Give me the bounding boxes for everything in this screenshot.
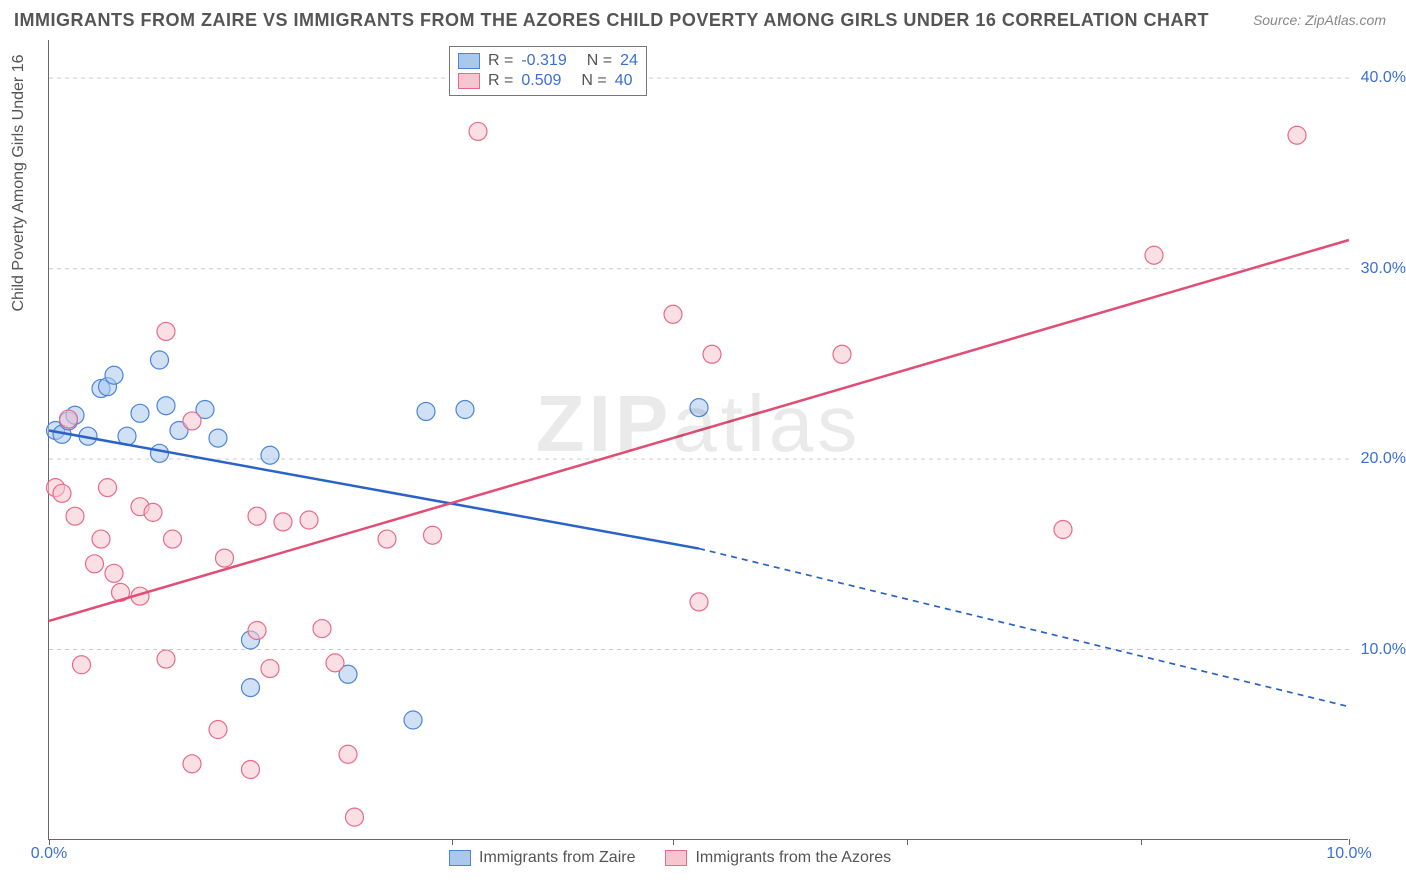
y-tick-label: 10.0% (1361, 641, 1406, 659)
legend-r-value-zaire: -0.319 (521, 52, 566, 70)
legend-n-value-azores: 40 (615, 72, 633, 90)
legend-r-value-azores: 0.509 (521, 72, 561, 90)
chart-title: IMMIGRANTS FROM ZAIRE VS IMMIGRANTS FROM… (14, 10, 1209, 31)
legend-label-zaire: Immigrants from Zaire (479, 849, 635, 867)
x-tick-label: 0.0% (31, 845, 67, 863)
legend-swatch-azores (458, 73, 480, 89)
source-label: Source: ZipAtlas.com (1253, 12, 1386, 28)
chart-svg (49, 40, 1348, 839)
legend-r-label: R = (488, 72, 513, 90)
x-tick-mark (452, 839, 453, 845)
legend-n-label: N = (581, 72, 606, 90)
legend-correlation: R = -0.319 N = 24 R = 0.509 N = 40 (449, 46, 647, 96)
legend-label-azores: Immigrants from the Azores (695, 849, 891, 867)
y-tick-label: 40.0% (1361, 69, 1406, 87)
x-tick-mark (907, 839, 908, 845)
legend-n-value-zaire: 24 (620, 52, 638, 70)
x-tick-mark (673, 839, 674, 845)
legend-item-zaire: Immigrants from Zaire (449, 849, 635, 867)
legend-swatch-icon (449, 850, 471, 866)
legend-swatch-icon (665, 850, 687, 866)
legend-row-azores: R = 0.509 N = 40 (458, 71, 638, 91)
legend-r-label: R = (488, 52, 513, 70)
x-tick-mark (1141, 839, 1142, 845)
y-axis-label: Child Poverty Among Girls Under 16 (10, 55, 28, 312)
x-tick-label: 10.0% (1326, 845, 1371, 863)
legend-item-azores: Immigrants from the Azores (665, 849, 891, 867)
legend-series: Immigrants from Zaire Immigrants from th… (449, 849, 891, 867)
plot-area: ZIPatlas R = -0.319 N = 24 R = 0.509 N =… (48, 40, 1348, 840)
y-tick-label: 20.0% (1361, 450, 1406, 468)
legend-row-zaire: R = -0.319 N = 24 (458, 51, 638, 71)
legend-n-label: N = (587, 52, 612, 70)
legend-swatch-zaire (458, 53, 480, 69)
y-tick-label: 30.0% (1361, 260, 1406, 278)
